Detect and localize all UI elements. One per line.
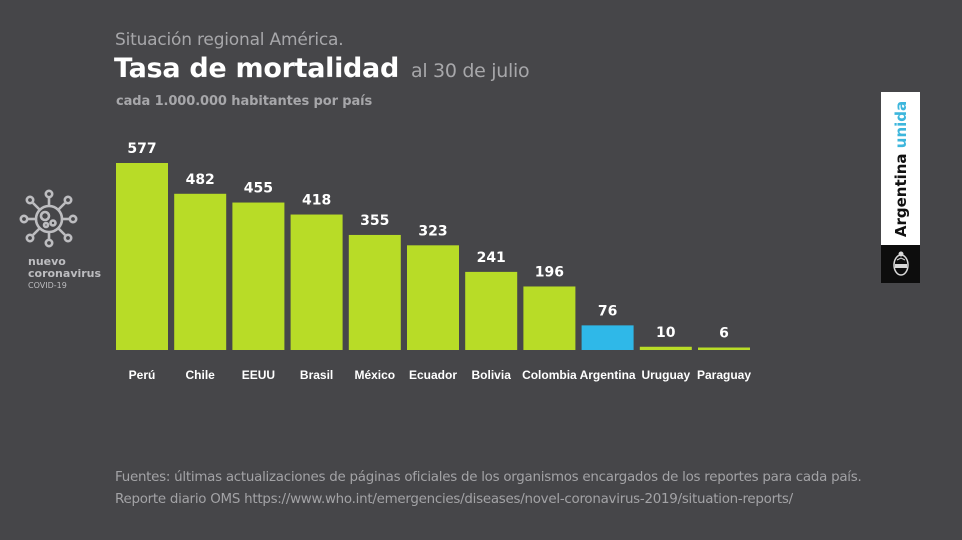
logo-line-1: nuevo [28, 255, 66, 268]
x-tick-label: Argentina [580, 368, 636, 382]
bar-eeuu [232, 202, 285, 350]
brand-emblem-panel [881, 245, 920, 283]
data-label: 196 [535, 264, 564, 280]
chart-title: Tasa de mortalidad [114, 53, 399, 84]
brand-text-main: Argentina [891, 152, 910, 237]
coronavirus-label: nuevo coronavirus COVID-19 [28, 256, 101, 292]
x-tick-label: EEUU [242, 368, 275, 382]
data-label: 455 [244, 181, 273, 197]
logo-line-3: COVID-19 [28, 281, 67, 290]
x-tick-label: Chile [186, 368, 216, 382]
bar-argentina [581, 325, 634, 350]
data-label: 577 [127, 141, 156, 157]
bar-perú [116, 163, 168, 350]
chart-date: al 30 de julio [411, 60, 530, 82]
bar-bolivia [465, 271, 518, 350]
data-label: 76 [598, 303, 617, 319]
sources-line-2: Reporte diario OMS https://www.who.int/e… [115, 492, 793, 507]
bar-ecuador [407, 245, 459, 350]
bar-colombia [523, 286, 576, 350]
coronavirus-logo [18, 188, 98, 298]
chart-supertitle: Situación regional América. [115, 30, 344, 50]
brand-text: Argentina unida [892, 100, 910, 236]
data-label: 6 [719, 326, 729, 342]
x-tick-label: Bolivia [472, 368, 512, 382]
data-label: 10 [656, 325, 676, 341]
data-label: 418 [302, 193, 331, 209]
x-tick-label: Perú [129, 368, 156, 382]
bar-brasil [290, 214, 343, 350]
x-tick-label: México [354, 368, 395, 382]
data-label: 323 [418, 223, 447, 239]
argentina-unida-brand: Argentina unida [881, 92, 920, 283]
sources-line-1: Fuentes: últimas actualizaciones de pági… [115, 470, 862, 485]
brand-text-panel: Argentina unida [881, 92, 920, 245]
title-row: Tasa de mortalidad al 30 de julio [114, 53, 530, 84]
coronavirus-icon [19, 189, 78, 248]
sources-note: Fuentes: últimas actualizaciones de pági… [115, 467, 862, 511]
bar-uruguay [639, 346, 692, 350]
bar-paraguay [698, 347, 750, 350]
bar-méxico [348, 234, 401, 350]
x-tick-label: Paraguay [697, 368, 751, 382]
x-tick-label: Uruguay [641, 368, 690, 382]
data-label: 241 [477, 250, 506, 266]
x-tick-label: Ecuador [409, 368, 457, 382]
chart-subtitle: cada 1.000.000 habitantes por país [116, 94, 373, 109]
data-label: 482 [186, 172, 215, 188]
data-label: 355 [360, 213, 389, 229]
x-tick-label: Brasil [300, 368, 333, 382]
x-tick-label: Colombia [522, 368, 577, 382]
logo-line-2: coronavirus [28, 267, 102, 280]
bar-chile [174, 193, 227, 350]
coat-of-arms-icon [892, 251, 909, 276]
brand-text-accent: unida [891, 100, 910, 148]
